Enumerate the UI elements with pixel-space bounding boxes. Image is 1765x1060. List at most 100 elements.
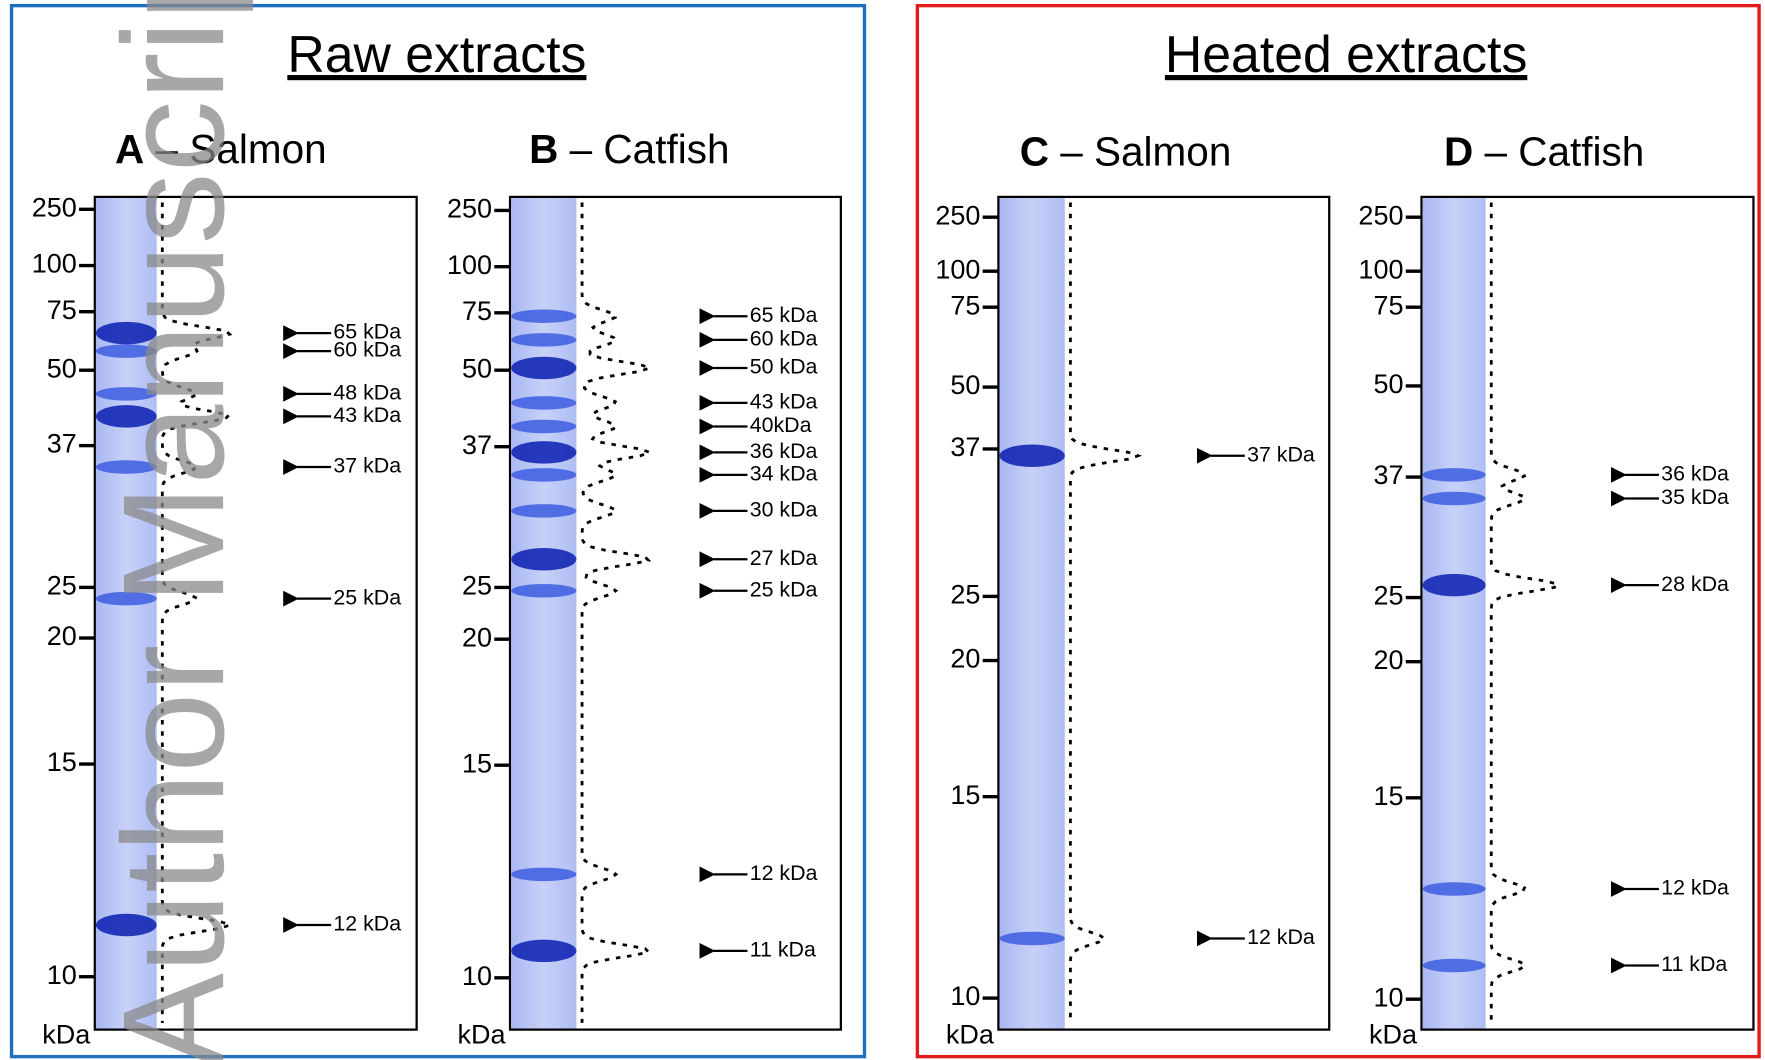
band-label: 25 kDa: [333, 585, 401, 609]
group-title: Heated extracts: [1165, 25, 1527, 83]
gel-band: [999, 931, 1065, 946]
marker-label: 15: [462, 748, 492, 778]
gel-band: [95, 344, 157, 358]
band-label: 50 kDa: [750, 355, 818, 379]
marker-label: 10: [950, 981, 980, 1011]
density-trace: [160, 202, 235, 1023]
panel-name: – Catfish: [570, 126, 730, 172]
gel-band: [511, 504, 577, 518]
band-label: 65 kDa: [333, 320, 401, 344]
marker-label: 100: [32, 249, 77, 279]
band-label: 11 kDa: [1661, 952, 1727, 976]
marker-label: 25: [1373, 581, 1403, 611]
marker-label: 100: [935, 254, 980, 284]
band-label: 34 kDa: [750, 462, 818, 486]
band-label: 36 kDa: [1661, 462, 1729, 486]
marker-label: 10: [47, 960, 77, 990]
unit-label: kDa: [458, 1019, 507, 1049]
gel-band: [511, 419, 577, 434]
panel-title: A – Salmon: [115, 126, 327, 172]
gel-band: [1422, 573, 1486, 597]
gel-lane: [1422, 198, 1486, 1029]
gel-band: [1422, 468, 1486, 482]
gel-band: [511, 309, 577, 323]
marker-label: 37: [462, 430, 492, 460]
gel-band: [511, 441, 577, 464]
panel-title: B – Catfish: [529, 126, 729, 172]
marker-label: 25: [47, 571, 77, 601]
band-label: 60 kDa: [750, 326, 818, 350]
heated-frame: [915, 3, 1761, 1059]
band-label: 27 kDa: [750, 546, 818, 570]
marker-label: 25: [462, 571, 492, 601]
marker-label: 37: [47, 429, 77, 459]
gel-band: [95, 591, 157, 606]
gel-band: [95, 405, 157, 428]
gel-band: [95, 913, 157, 937]
gel-band: [511, 333, 577, 347]
band-label: 12 kDa: [333, 912, 401, 936]
marker-label: 37: [950, 432, 980, 462]
marker-label: 10: [1373, 982, 1403, 1012]
density-trace: [1489, 202, 1561, 1023]
raw-frame: [9, 3, 867, 1059]
gel-band: [511, 548, 577, 571]
marker-label: 20: [462, 622, 492, 652]
band-label: 37 kDa: [1247, 442, 1315, 466]
band-label: 48 kDa: [333, 380, 401, 404]
gel-band: [95, 387, 157, 401]
panel-title: C – Salmon: [1020, 128, 1232, 174]
density-trace: [580, 202, 654, 1023]
band-label: 11 kDa: [750, 937, 816, 961]
panel-name: – Salmon: [1060, 128, 1231, 174]
panel-letter: D: [1444, 128, 1473, 174]
gel-band: [511, 867, 577, 882]
group-title: Raw extracts: [287, 25, 586, 83]
panel-letter: A: [115, 126, 144, 172]
marker-label: 100: [447, 250, 492, 280]
band-label: 36 kDa: [750, 439, 818, 463]
gel-band: [511, 584, 577, 598]
marker-label: 20: [1373, 645, 1403, 675]
band-label: 25 kDa: [750, 577, 818, 601]
panel-name: – Catfish: [1484, 128, 1644, 174]
panel-letter: B: [529, 126, 558, 172]
marker-label: 15: [1373, 781, 1403, 811]
marker-label: 250: [32, 192, 77, 222]
band-label: 12 kDa: [750, 861, 818, 885]
gel-band: [511, 356, 577, 380]
band-label: 37 kDa: [333, 454, 401, 478]
marker-label: 75: [462, 296, 492, 326]
marker-label: 50: [462, 353, 492, 383]
marker-label: 20: [47, 621, 77, 651]
band-label: 35 kDa: [1661, 485, 1729, 509]
band-label: 28 kDa: [1661, 572, 1729, 596]
marker-label: 250: [935, 200, 980, 230]
panel-letter: C: [1020, 128, 1049, 174]
marker-label: 50: [47, 353, 77, 383]
gel-band: [1422, 882, 1486, 896]
band-label: 65 kDa: [750, 303, 818, 327]
marker-label: 100: [1358, 254, 1403, 284]
gel-band: [1422, 958, 1486, 973]
marker-label: 20: [950, 644, 980, 674]
marker-label: 250: [447, 194, 492, 224]
watermark: Author Manuscript: [93, 0, 254, 1060]
gel-band: [511, 939, 577, 963]
marker-label: 37: [1373, 460, 1403, 490]
marker-label: 75: [47, 295, 77, 325]
marker-label: 250: [1358, 200, 1403, 230]
unit-label: kDa: [1369, 1019, 1418, 1049]
marker-label: 50: [1373, 369, 1403, 399]
band-label: 12 kDa: [1661, 876, 1729, 900]
band-label: 40kDa: [750, 413, 812, 437]
marker-label: 25: [950, 580, 980, 610]
gel-lane: [999, 198, 1065, 1029]
marker-label: 10: [462, 961, 492, 991]
gel-band: [511, 468, 577, 482]
marker-label: 75: [1373, 290, 1403, 320]
gel-band: [95, 321, 157, 345]
density-trace: [1069, 202, 1143, 1023]
band-label: 60 kDa: [333, 338, 401, 362]
